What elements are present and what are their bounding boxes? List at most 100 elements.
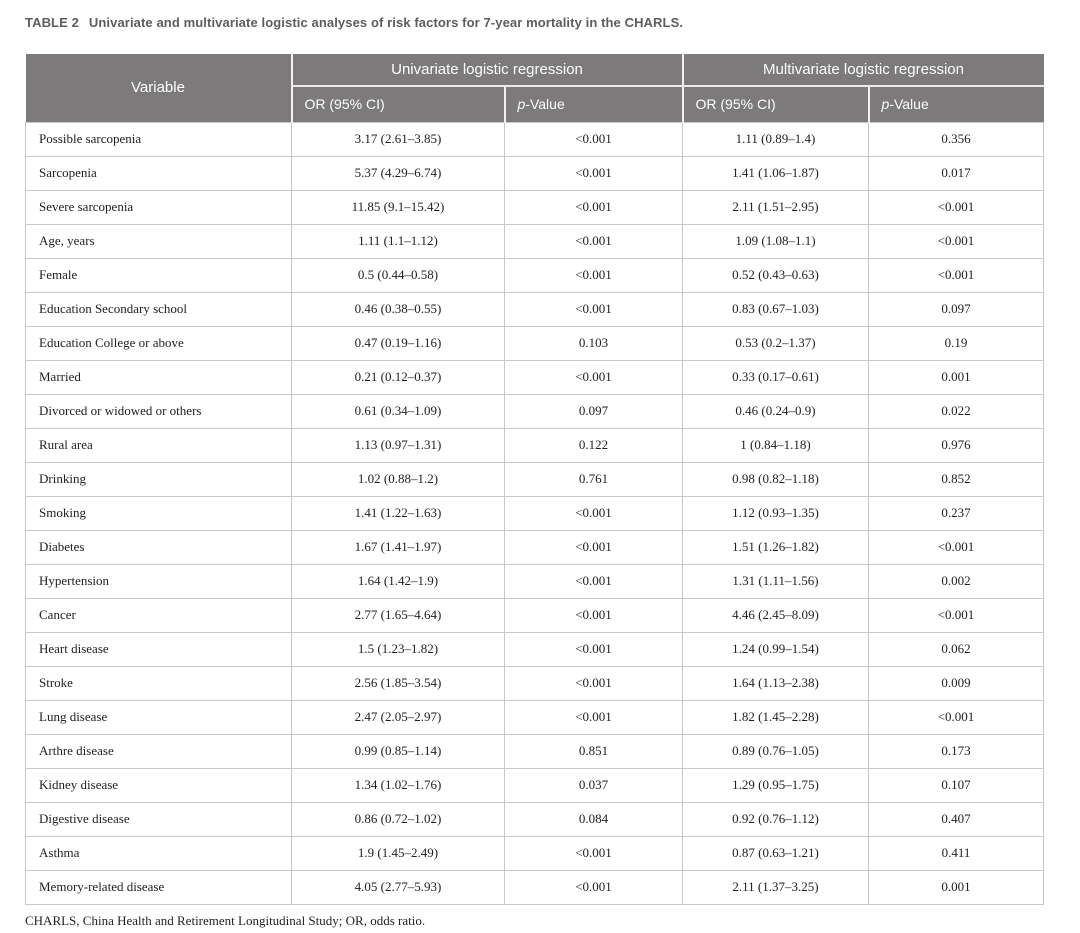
row-univariate-pvalue-cell: <0.001 bbox=[504, 699, 683, 735]
row-multivariate-pvalue-cell: 0.407 bbox=[867, 801, 1045, 837]
row-univariate-pvalue-cell: <0.001 bbox=[504, 869, 683, 905]
row-multivariate-pvalue-cell: <0.001 bbox=[867, 529, 1045, 565]
table-row: Heart disease 1.5 (1.23–1.82) <0.001 1.2… bbox=[25, 631, 1045, 667]
table-row: Hypertension 1.64 (1.42–1.9) <0.001 1.31… bbox=[25, 563, 1045, 599]
table-caption: TABLE 2 Univariate and multivariate logis… bbox=[25, 15, 1080, 30]
row-univariate-or-cell: 1.5 (1.23–1.82) bbox=[291, 631, 505, 667]
row-univariate-or-cell: 1.64 (1.42–1.9) bbox=[291, 563, 505, 599]
row-multivariate-or-cell: 0.87 (0.63–1.21) bbox=[682, 835, 869, 871]
row-multivariate-pvalue-cell: <0.001 bbox=[867, 699, 1045, 735]
row-multivariate-pvalue-cell: 0.356 bbox=[867, 121, 1045, 157]
column-header-multivariate-pvalue: p-Value bbox=[867, 85, 1044, 122]
row-variable-cell: Kidney disease bbox=[25, 767, 292, 803]
row-multivariate-pvalue-cell: 0.017 bbox=[867, 155, 1045, 191]
table-row: Education Secondary school 0.46 (0.38–0.… bbox=[25, 291, 1045, 327]
row-univariate-or-cell: 4.05 (2.77–5.93) bbox=[291, 869, 505, 905]
row-variable-cell: Married bbox=[25, 359, 292, 395]
row-multivariate-pvalue-cell: <0.001 bbox=[867, 257, 1045, 293]
row-univariate-or-cell: 5.37 (4.29–6.74) bbox=[291, 155, 505, 191]
row-univariate-pvalue-cell: <0.001 bbox=[504, 155, 683, 191]
row-variable-cell: Lung disease bbox=[25, 699, 292, 735]
table-row: Stroke 2.56 (1.85–3.54) <0.001 1.64 (1.1… bbox=[25, 665, 1045, 701]
row-multivariate-pvalue-cell: <0.001 bbox=[867, 597, 1045, 633]
row-multivariate-or-cell: 1.12 (0.93–1.35) bbox=[682, 495, 869, 531]
table-row: Age, years 1.11 (1.1–1.12) <0.001 1.09 (… bbox=[25, 223, 1045, 259]
row-multivariate-pvalue-cell: <0.001 bbox=[867, 189, 1045, 225]
table-footnote: CHARLS, China Health and Retirement Long… bbox=[25, 912, 426, 928]
p-value-italic-p: p bbox=[881, 96, 890, 113]
row-univariate-pvalue-cell: <0.001 bbox=[504, 257, 683, 293]
row-multivariate-or-cell: 1.31 (1.11–1.56) bbox=[682, 563, 869, 599]
row-variable-cell: Possible sarcopenia bbox=[25, 121, 292, 157]
row-multivariate-pvalue-cell: 0.062 bbox=[867, 631, 1045, 667]
table-row: Education College or above 0.47 (0.19–1.… bbox=[25, 325, 1045, 361]
row-univariate-or-cell: 0.61 (0.34–1.09) bbox=[291, 393, 505, 429]
table-row: Asthma 1.9 (1.45–2.49) <0.001 0.87 (0.63… bbox=[25, 835, 1045, 871]
table-row: Drinking 1.02 (0.88–1.2) 0.761 0.98 (0.8… bbox=[25, 461, 1045, 497]
table-row: Smoking 1.41 (1.22–1.63) <0.001 1.12 (0.… bbox=[25, 495, 1045, 531]
row-variable-cell: Smoking bbox=[25, 495, 292, 531]
row-variable-cell: Education College or above bbox=[25, 325, 292, 361]
row-multivariate-or-cell: 1.51 (1.26–1.82) bbox=[682, 529, 869, 565]
row-univariate-pvalue-cell: <0.001 bbox=[504, 563, 683, 599]
row-univariate-pvalue-cell: <0.001 bbox=[504, 665, 683, 701]
row-univariate-or-cell: 1.13 (0.97–1.31) bbox=[291, 427, 505, 463]
row-univariate-or-cell: 1.02 (0.88–1.2) bbox=[291, 461, 505, 497]
row-multivariate-pvalue-cell: 0.022 bbox=[867, 393, 1045, 429]
row-multivariate-pvalue-cell: 0.411 bbox=[867, 835, 1045, 871]
table-row: Possible sarcopenia 3.17 (2.61–3.85) <0.… bbox=[25, 121, 1045, 157]
row-variable-cell: Severe sarcopenia bbox=[25, 189, 292, 225]
row-multivariate-or-cell: 0.89 (0.76–1.05) bbox=[682, 733, 869, 769]
row-multivariate-pvalue-cell: 0.002 bbox=[867, 563, 1045, 599]
row-variable-cell: Divorced or widowed or others bbox=[25, 393, 292, 429]
column-header-univariate-pvalue: p-Value bbox=[503, 85, 683, 122]
row-multivariate-or-cell: 1.41 (1.06–1.87) bbox=[682, 155, 869, 191]
table-caption-text: Univariate and multivariate logistic ana… bbox=[88, 15, 684, 30]
p-value-rest: -Value bbox=[889, 96, 929, 113]
row-univariate-pvalue-cell: <0.001 bbox=[504, 835, 683, 871]
row-variable-cell: Female bbox=[25, 257, 292, 293]
row-multivariate-pvalue-cell: 0.009 bbox=[867, 665, 1045, 701]
row-univariate-pvalue-cell: 0.084 bbox=[504, 801, 683, 837]
row-variable-cell: Education Secondary school bbox=[25, 291, 292, 327]
row-variable-cell: Memory-related disease bbox=[25, 869, 292, 905]
row-univariate-pvalue-cell: <0.001 bbox=[504, 631, 683, 667]
column-header-variable: Variable bbox=[25, 54, 292, 122]
row-multivariate-or-cell: 0.92 (0.76–1.12) bbox=[682, 801, 869, 837]
row-multivariate-or-cell: 0.52 (0.43–0.63) bbox=[682, 257, 869, 293]
table-row: Diabetes 1.67 (1.41–1.97) <0.001 1.51 (1… bbox=[25, 529, 1045, 565]
table-header: Variable Univariate logistic regression … bbox=[25, 54, 1044, 122]
row-univariate-or-cell: 1.34 (1.02–1.76) bbox=[291, 767, 505, 803]
row-univariate-or-cell: 2.77 (1.65–4.64) bbox=[291, 597, 505, 633]
row-univariate-or-cell: 0.21 (0.12–0.37) bbox=[291, 359, 505, 395]
row-univariate-pvalue-cell: 0.037 bbox=[504, 767, 683, 803]
row-univariate-pvalue-cell: 0.122 bbox=[504, 427, 683, 463]
results-table: Variable Univariate logistic regression … bbox=[25, 54, 1045, 905]
row-multivariate-or-cell: 1.24 (0.99–1.54) bbox=[682, 631, 869, 667]
row-univariate-or-cell: 2.56 (1.85–3.54) bbox=[291, 665, 505, 701]
row-univariate-pvalue-cell: 0.097 bbox=[504, 393, 683, 429]
row-multivariate-pvalue-cell: 0.097 bbox=[867, 291, 1045, 327]
row-multivariate-or-cell: 4.46 (2.45–8.09) bbox=[682, 597, 869, 633]
row-multivariate-or-cell: 0.83 (0.67–1.03) bbox=[682, 291, 869, 327]
row-variable-cell: Cancer bbox=[25, 597, 292, 633]
table-caption-label: TABLE 2 bbox=[25, 15, 79, 30]
row-multivariate-or-cell: 0.46 (0.24–0.9) bbox=[682, 393, 869, 429]
row-univariate-pvalue-cell: <0.001 bbox=[504, 495, 683, 531]
row-multivariate-or-cell: 1 (0.84–1.18) bbox=[682, 427, 869, 463]
row-univariate-or-cell: 1.67 (1.41–1.97) bbox=[291, 529, 505, 565]
p-value-rest: -Value bbox=[525, 96, 565, 113]
row-multivariate-or-cell: 2.11 (1.37–3.25) bbox=[682, 869, 869, 905]
table-row: Arthre disease 0.99 (0.85–1.14) 0.851 0.… bbox=[25, 733, 1045, 769]
row-variable-cell: Stroke bbox=[25, 665, 292, 701]
row-multivariate-pvalue-cell: 0.107 bbox=[867, 767, 1045, 803]
row-multivariate-pvalue-cell: 0.001 bbox=[867, 869, 1045, 905]
row-univariate-pvalue-cell: 0.851 bbox=[504, 733, 683, 769]
row-univariate-or-cell: 2.47 (2.05–2.97) bbox=[291, 699, 505, 735]
column-header-multivariate-or: OR (95% CI) bbox=[681, 85, 869, 122]
row-variable-cell: Arthre disease bbox=[25, 733, 292, 769]
row-multivariate-or-cell: 1.82 (1.45–2.28) bbox=[682, 699, 869, 735]
row-univariate-or-cell: 0.46 (0.38–0.55) bbox=[291, 291, 505, 327]
row-multivariate-or-cell: 1.09 (1.08–1.1) bbox=[682, 223, 869, 259]
table-row: Married 0.21 (0.12–0.37) <0.001 0.33 (0.… bbox=[25, 359, 1045, 395]
